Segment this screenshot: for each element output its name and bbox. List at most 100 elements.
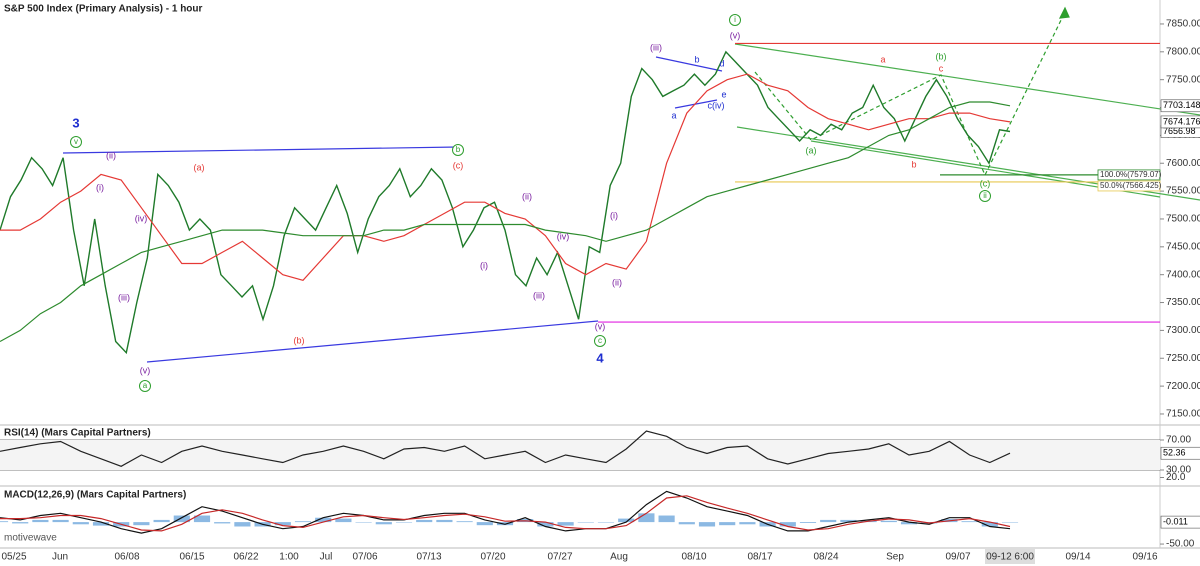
wave-label: a bbox=[143, 381, 148, 390]
cursor-label-box bbox=[985, 549, 1035, 564]
wave-label: (i) bbox=[96, 182, 104, 192]
x-tick-label: 05/25 bbox=[1, 552, 26, 563]
x-tick-label: 08/17 bbox=[747, 552, 772, 563]
series-line bbox=[0, 101, 1011, 343]
price-tag: -0.011 bbox=[1163, 516, 1188, 526]
wave-label: a bbox=[880, 54, 885, 64]
histogram-bar bbox=[597, 522, 615, 523]
histogram-bar bbox=[395, 522, 413, 523]
histogram-bar bbox=[820, 519, 837, 523]
histogram-bar bbox=[961, 521, 978, 523]
trend-line bbox=[62, 146, 459, 154]
histogram-bar bbox=[880, 520, 897, 523]
histogram-bar bbox=[577, 522, 594, 523]
series-line bbox=[0, 430, 1011, 467]
histogram-bar bbox=[0, 521, 9, 523]
watermark: motivewave bbox=[4, 533, 57, 544]
wave-label: v bbox=[74, 137, 78, 146]
fib-label: 50.0%(7566.425) bbox=[1100, 181, 1162, 190]
histogram-bar bbox=[72, 522, 89, 525]
wave-label: c(iv) bbox=[708, 100, 725, 110]
wave-label: (iv) bbox=[557, 231, 570, 241]
y-tick-label: 7350.00 bbox=[1166, 297, 1200, 308]
histogram-bar bbox=[1001, 522, 1019, 523]
y-tick-label: 7150.00 bbox=[1166, 409, 1200, 420]
wave-circle bbox=[70, 136, 82, 148]
x-tick-label: 07/27 bbox=[547, 552, 572, 563]
histogram-bar bbox=[214, 522, 231, 524]
histogram-bar bbox=[173, 515, 190, 523]
histogram-bar bbox=[840, 519, 857, 523]
series-line bbox=[0, 50, 1011, 355]
y-tick-label: 30.00 bbox=[1166, 465, 1191, 476]
wave-label: (ii) bbox=[612, 277, 622, 287]
histogram-bar bbox=[638, 513, 655, 523]
x-tick-label: Jul bbox=[320, 552, 333, 563]
histogram-bar bbox=[698, 522, 716, 527]
x-tick-label: 08/24 bbox=[813, 552, 838, 563]
fib-label-box bbox=[1097, 180, 1161, 192]
wave-label: a bbox=[671, 110, 676, 120]
histogram-bar bbox=[456, 521, 473, 523]
x-tick-label: Jun bbox=[52, 552, 68, 563]
x-tick-label: 09/07 bbox=[945, 552, 970, 563]
trend-line bbox=[146, 320, 599, 363]
x-tick-label: 1:00 bbox=[279, 552, 299, 563]
price-tag: 7703.148 bbox=[1163, 100, 1200, 110]
histogram-bar bbox=[618, 518, 635, 523]
histogram-bar bbox=[274, 522, 291, 526]
price-tag-box bbox=[1160, 515, 1200, 529]
trend-line bbox=[655, 56, 723, 72]
x-tick-label: 09-12 6:00 bbox=[986, 552, 1034, 563]
wave-label: d bbox=[719, 58, 724, 68]
macd-title: MACD(12,26,9) (Mars Capital Partners) bbox=[4, 490, 186, 501]
histogram-bar bbox=[678, 522, 695, 525]
wave-circle bbox=[452, 144, 464, 156]
x-tick-label: 06/22 bbox=[233, 552, 258, 563]
wave-circle bbox=[729, 14, 741, 26]
price-tag: 52.36 bbox=[1163, 448, 1186, 458]
chart-title: S&P 500 Index (Primary Analysis) - 1 hou… bbox=[4, 4, 203, 15]
price-tag: 7656.98 bbox=[1163, 126, 1196, 136]
x-tick-label: Aug bbox=[610, 552, 628, 563]
histogram-bar bbox=[981, 522, 998, 527]
projection-path bbox=[754, 11, 1066, 177]
histogram-bar bbox=[335, 518, 352, 523]
price-tag-box bbox=[1160, 446, 1200, 460]
histogram-bar bbox=[32, 519, 49, 523]
y-tick-label: 7750.00 bbox=[1166, 74, 1200, 85]
y-tick-label: 7550.00 bbox=[1166, 186, 1200, 197]
wave-label: (iii) bbox=[533, 290, 545, 300]
wave-label: (c) bbox=[980, 178, 991, 188]
y-tick-label: 7600.00 bbox=[1166, 158, 1200, 169]
x-tick-label: Sep bbox=[886, 552, 904, 563]
wave-label: i bbox=[734, 15, 736, 24]
wave-label: b bbox=[694, 54, 699, 64]
wave-label: (iii) bbox=[650, 42, 662, 52]
histogram-bar bbox=[658, 515, 675, 523]
wave-label: (ii) bbox=[106, 150, 116, 160]
fib-label-box bbox=[1097, 169, 1161, 181]
y-tick-label: 7200.00 bbox=[1166, 381, 1200, 392]
wave-label: (iv) bbox=[135, 213, 148, 223]
histogram-bar bbox=[294, 521, 312, 523]
wave-label: c bbox=[939, 63, 944, 73]
histogram-bar bbox=[557, 522, 574, 526]
wave-label: (v) bbox=[595, 321, 606, 331]
histogram-bar bbox=[315, 517, 332, 523]
y-tick-label: 7500.00 bbox=[1166, 214, 1200, 225]
histogram-bar bbox=[12, 522, 29, 524]
histogram-bar bbox=[355, 522, 372, 523]
x-tick-label: 08/10 bbox=[681, 552, 706, 563]
histogram-bar bbox=[153, 519, 170, 523]
histogram-bar bbox=[436, 519, 453, 523]
histogram-bar bbox=[719, 522, 736, 526]
series-line bbox=[0, 490, 1011, 534]
y-tick-label: -50.00 bbox=[1166, 539, 1195, 550]
wave-circle bbox=[139, 380, 151, 392]
x-tick-label: 09/16 bbox=[1132, 552, 1157, 563]
histogram-bar bbox=[375, 522, 392, 525]
y-tick-label: 7850.00 bbox=[1166, 19, 1200, 30]
